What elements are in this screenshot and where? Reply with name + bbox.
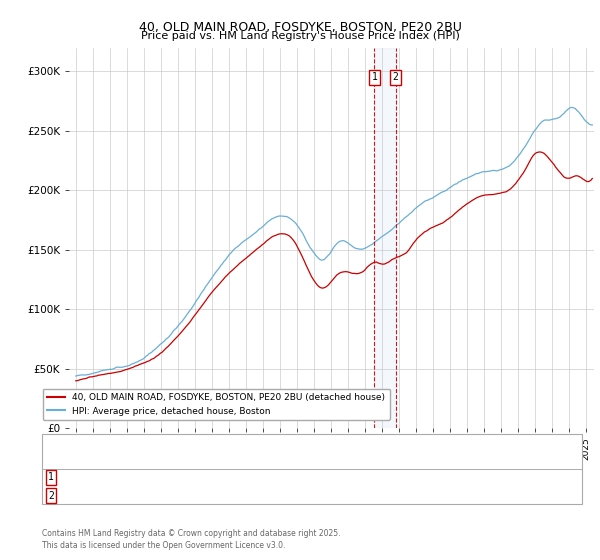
Text: 1: 1: [371, 72, 377, 82]
Text: 16% ↓ HPI: 16% ↓ HPI: [402, 491, 454, 501]
Text: 40, OLD MAIN ROAD, FOSDYKE, BOSTON, PE20 2BU: 40, OLD MAIN ROAD, FOSDYKE, BOSTON, PE20…: [139, 21, 461, 34]
Text: 1: 1: [48, 472, 54, 482]
Text: ——: ——: [60, 441, 85, 455]
Text: 40, OLD MAIN ROAD, FOSDYKE, BOSTON, PE20 2BU (detached house): 40, OLD MAIN ROAD, FOSDYKE, BOSTON, PE20…: [87, 444, 400, 452]
Text: Contains HM Land Registry data © Crown copyright and database right 2025.
This d: Contains HM Land Registry data © Crown c…: [42, 529, 341, 550]
Text: £139,500: £139,500: [246, 472, 292, 482]
Text: Price paid vs. HM Land Registry's House Price Index (HPI): Price paid vs. HM Land Registry's House …: [140, 31, 460, 41]
Text: ——: ——: [60, 454, 85, 467]
Text: HPI: Average price, detached house, Boston: HPI: Average price, detached house, Bost…: [87, 456, 286, 465]
Text: £143,000: £143,000: [246, 491, 292, 501]
Text: 2: 2: [48, 491, 54, 501]
Text: 30-JUL-2012: 30-JUL-2012: [69, 472, 129, 482]
Bar: [374, 48, 396, 428]
Text: 2: 2: [393, 72, 398, 82]
Text: 11% ↓ HPI: 11% ↓ HPI: [402, 472, 454, 482]
Text: 01-NOV-2013: 01-NOV-2013: [69, 491, 134, 501]
Legend: 40, OLD MAIN ROAD, FOSDYKE, BOSTON, PE20 2BU (detached house), HPI: Average pric: 40, OLD MAIN ROAD, FOSDYKE, BOSTON, PE20…: [43, 389, 390, 420]
